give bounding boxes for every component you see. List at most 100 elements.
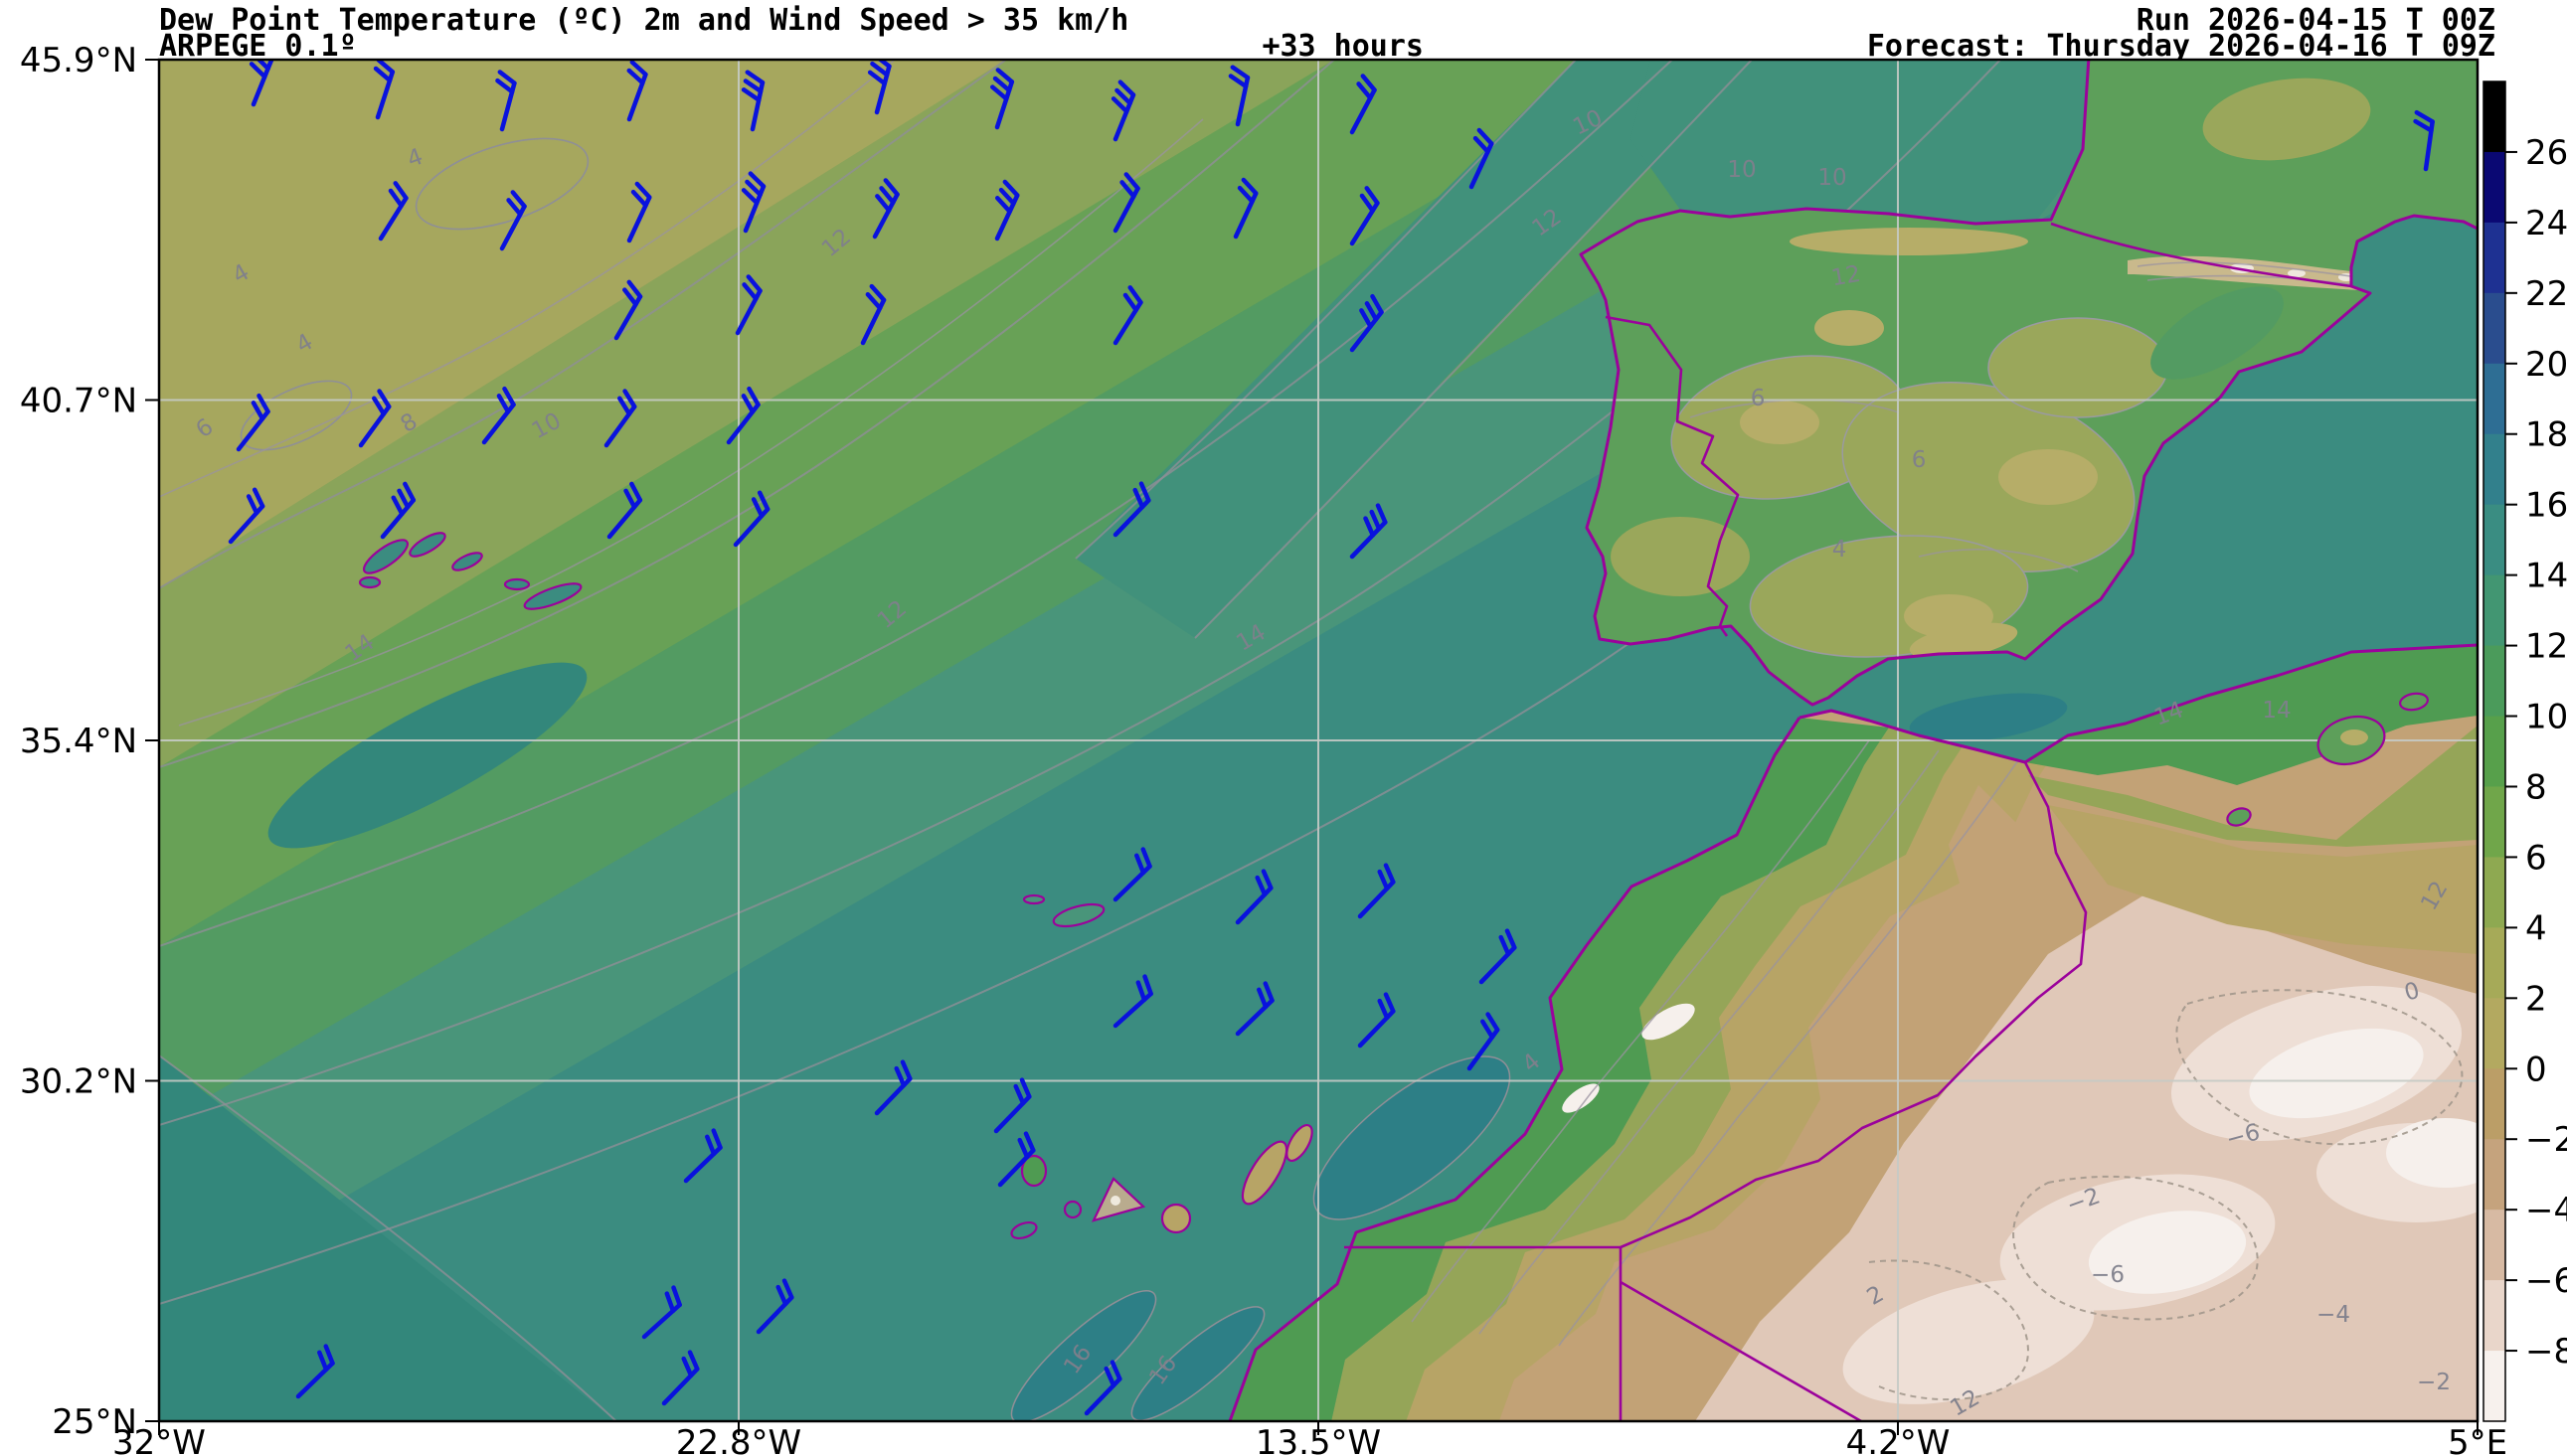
wind-barb-icon — [606, 481, 643, 540]
wind-barb-icon — [997, 1131, 1036, 1188]
wind-barb-icon — [993, 1077, 1032, 1134]
el-hierro — [1010, 1220, 1038, 1240]
iberia-terrain — [1611, 78, 2416, 660]
colorbar-segment — [2483, 786, 2505, 859]
contour-6 — [159, 60, 1335, 768]
wind-barbs — [228, 60, 2435, 1416]
wind-barb-icon — [872, 178, 900, 240]
colorbar-tick-label: −2 — [2525, 1120, 2567, 1160]
wind-barb-icon — [1112, 847, 1152, 902]
atlas-contour — [1558, 759, 2019, 1347]
wind-barb-icon — [733, 490, 770, 548]
wind-barb-icon — [1084, 1360, 1122, 1416]
y-tick-label: 25°N — [52, 1402, 137, 1442]
wind-barb-icon — [741, 70, 766, 132]
colorbar-tick-label: −4 — [2525, 1191, 2567, 1230]
sahara-pale — [1842, 1279, 2095, 1404]
wind-barb-icon — [1357, 863, 1396, 919]
y-tick-label: 30.2°N — [20, 1062, 137, 1102]
teide-peak — [1111, 1196, 1120, 1206]
colorbar-tick-label: 2 — [2525, 979, 2547, 1019]
wind-barb-icon — [1112, 481, 1151, 538]
wind-barb-icon — [726, 386, 761, 445]
gran-canaria — [1160, 1203, 1192, 1234]
contour-value-label: 10 — [1727, 157, 1756, 183]
colorbar-segment — [2483, 857, 2505, 928]
la-palma — [1020, 1154, 1048, 1188]
wind-barb-icon — [1235, 869, 1274, 925]
alentejo-patch — [1611, 517, 1750, 596]
coastline-africa-mediterranean — [1798, 643, 2478, 764]
wind-barb-icon — [1112, 285, 1143, 346]
colorbar-tick-label: 4 — [2525, 908, 2547, 948]
wind-barb-icon — [236, 393, 270, 452]
contour-8 — [159, 60, 1673, 947]
wind-barb-icon — [735, 274, 763, 336]
mallorca-interior — [2340, 729, 2368, 745]
ibiza — [2226, 807, 2252, 827]
madeira-island — [1022, 893, 1046, 905]
coastlines-borders — [1228, 60, 2478, 1421]
wind-barb-icon — [1235, 981, 1275, 1037]
lanzarote — [1285, 1124, 1313, 1162]
border-portugal-spain — [1605, 315, 1740, 637]
colorbar-segment — [2483, 1351, 2505, 1422]
islands — [358, 532, 2429, 1240]
wind-barb-icon — [495, 70, 517, 132]
wind-barb-icon — [661, 1350, 700, 1406]
atlas-contour — [1478, 749, 1940, 1335]
coastline-africa-atlantic — [1228, 717, 1801, 1421]
contour-minor — [178, 118, 1204, 727]
contour-value-label: 12 — [1829, 261, 1862, 292]
france-patch — [2202, 78, 2371, 161]
colorbar-tick-label: 6 — [2525, 838, 2547, 878]
wind-barb-icon — [1112, 974, 1153, 1029]
colorbar-segment — [2483, 1139, 2505, 1211]
colorbar-segment — [2483, 1280, 2505, 1352]
colorbar-segment — [2483, 504, 2505, 576]
contour-value-label: 6 — [1751, 386, 1766, 411]
atlas-contour — [1411, 739, 1870, 1323]
azores-island — [409, 532, 446, 558]
wind-barb-icon — [626, 181, 652, 243]
pyrenees-peak — [2288, 269, 2306, 277]
y-tick-label: 45.9°N — [20, 41, 137, 81]
fuerteventura — [1241, 1140, 1288, 1206]
wind-barb-icon — [481, 386, 516, 445]
madeira-island — [1052, 902, 1106, 928]
wind-barb-icon — [1357, 992, 1396, 1049]
graticule — [159, 60, 2478, 1421]
khaki-patch — [1740, 401, 1819, 444]
y-tick-label: 35.4°N — [20, 722, 137, 761]
colorbar-segment — [2483, 81, 2505, 153]
colorbar-tick-label: −8 — [2525, 1332, 2567, 1372]
sierra-nevada — [1909, 622, 2018, 660]
khaki-patch — [1998, 449, 2098, 505]
colorbar-segment — [2483, 433, 2505, 506]
wind-barb-icon — [499, 190, 527, 251]
run-label: Run 2026-04-15 T 00Z — [2137, 3, 2495, 38]
sahara-dashed-contour — [2175, 989, 2464, 1146]
lead-time-label: +33 hours — [1262, 29, 1424, 64]
x-tick-label: 5°E — [2448, 1423, 2507, 1456]
wind-barb-icon — [358, 389, 392, 448]
colorbar-tick-label: 16 — [2525, 486, 2567, 526]
atlas-olive-band — [1329, 728, 1968, 1421]
x-tick-label: 32°W — [112, 1423, 206, 1456]
colorbar-segment — [2483, 645, 2505, 718]
colorbar-tick-label: 26 — [2525, 133, 2567, 173]
wind-barb-icon — [1228, 65, 1251, 127]
colorbar-segment — [2483, 1068, 2505, 1140]
contour-minor — [159, 60, 896, 498]
figure-title: Dew Point Temperature (ºC) 2m and Wind S… — [159, 3, 1128, 38]
ocean-deep-wedge — [159, 1055, 616, 1421]
wind-barb-icon — [295, 1344, 335, 1399]
alboran-patch — [1909, 693, 2068, 742]
wind-barb-icon — [860, 283, 887, 346]
wind-barb-icon — [1349, 293, 1384, 353]
contour-value-label: −6 — [2091, 1262, 2125, 1288]
wind-barb-icon — [641, 1285, 682, 1340]
contour-value-label: 14 — [2262, 698, 2291, 724]
